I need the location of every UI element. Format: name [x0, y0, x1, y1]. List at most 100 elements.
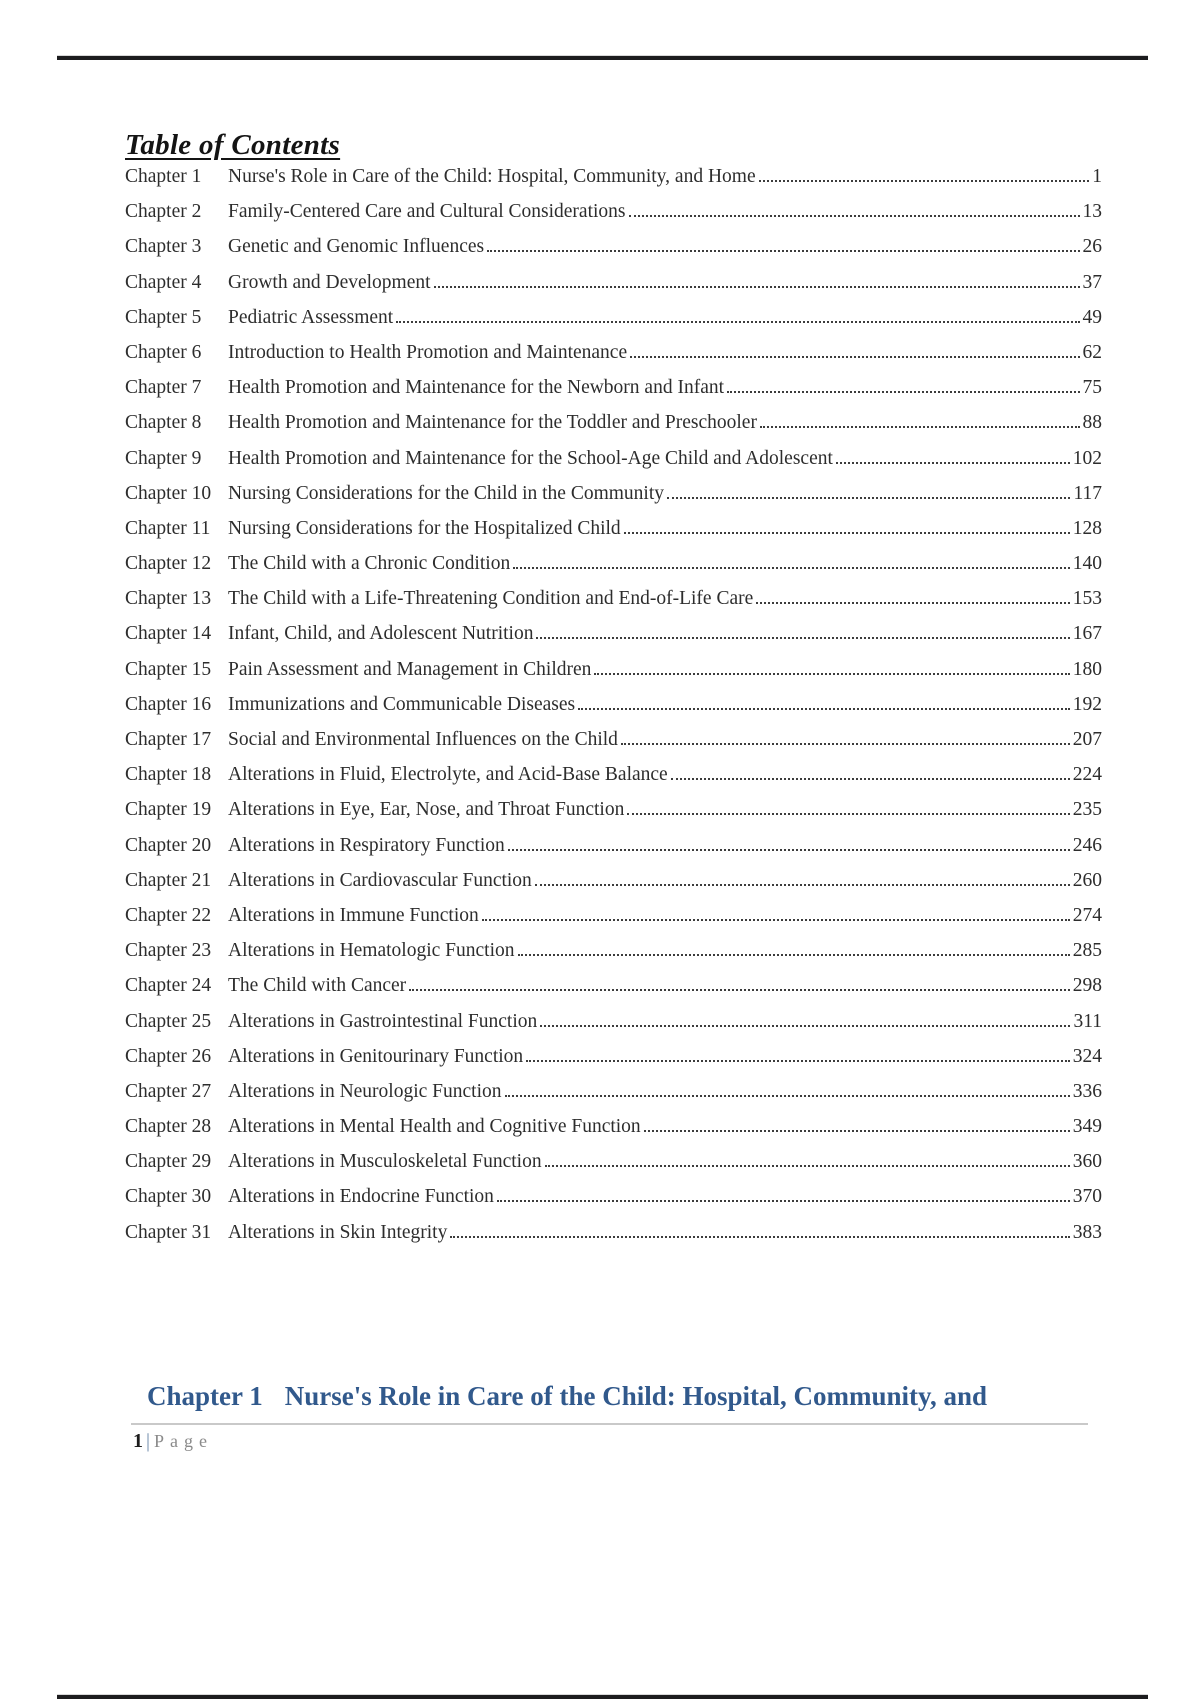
toc-chapter-title: Alterations in Neurologic Function	[228, 1080, 502, 1102]
toc-chapter-label: Chapter 1	[125, 166, 202, 187]
toc-chapter-label: Chapter 13	[125, 588, 212, 610]
toc-page-number: 37	[1082, 271, 1103, 293]
toc-page-number: 192	[1072, 693, 1102, 715]
toc-chapter-title: Alterations in Mental Health and Cogniti…	[228, 1116, 641, 1138]
toc-chapter-label: Chapter 14	[125, 623, 212, 645]
toc-chapter-label: Chapter 4	[125, 271, 202, 293]
toc-entry: Chapter 13 The Child with a Life-Threaten…	[125, 588, 1102, 623]
toc-entry: Chapter 6 Introduction to Health Promotio…	[125, 342, 1102, 377]
toc-chapter-label: Chapter 5	[125, 306, 202, 328]
bottom-border-rule	[57, 1695, 1148, 1699]
toc-chapter-label: Chapter 3	[125, 236, 202, 258]
toc-dot-leader	[578, 707, 1070, 710]
toc-chapter-title: Pediatric Assessment	[228, 306, 394, 328]
toc-chapter-title: Infant, Child, and Adolescent Nutrition	[228, 623, 534, 645]
toc-entry: Chapter 18 Alterations in Fluid, Electrol…	[125, 764, 1102, 799]
toc-heading: Table of Contents	[125, 129, 341, 161]
toc-page-number: 324	[1072, 1045, 1102, 1067]
toc-chapter-title: Alterations in Fluid, Electrolyte, and A…	[228, 764, 668, 786]
toc-chapter-label: Chapter 21	[125, 869, 212, 891]
toc-entry: Chapter 12 The Child with a Chronic Condi…	[125, 553, 1102, 588]
toc-page-number: 13	[1082, 201, 1103, 223]
toc-entry: Chapter 1 Nurse's Role in Care of the Chi…	[125, 166, 1102, 201]
chapter1-heading-label: Chapter 1	[147, 1381, 263, 1411]
toc-dot-leader	[630, 355, 1080, 358]
toc-chapter-title: Alterations in Genitourinary Function	[228, 1045, 524, 1067]
toc-chapter-title: Alterations in Eye, Ear, Nose, and Throa…	[228, 799, 625, 821]
toc-page-number: 26	[1082, 236, 1103, 258]
toc-chapter-title: Alterations in Gastrointestinal Function	[228, 1010, 538, 1032]
toc-dot-leader	[727, 391, 1080, 394]
toc-entry: Chapter 3 Genetic and Genomic Influences 2…	[125, 236, 1102, 271]
toc-dot-leader	[628, 215, 1080, 218]
toc-entry: Chapter 22 Alterations in Immune Function…	[125, 905, 1102, 940]
toc-entry: Chapter 21 Alterations in Cardiovascular …	[125, 870, 1102, 905]
toc-entry: Chapter 10 Nursing Considerations for the…	[125, 483, 1102, 518]
toc-entry: Chapter 4 Growth and Development 37	[125, 272, 1102, 307]
toc-page-number: 311	[1073, 1010, 1102, 1032]
toc-page-number: 88	[1082, 412, 1103, 434]
toc-page-number: 285	[1072, 940, 1102, 962]
toc-entry: Chapter 9 Health Promotion and Maintenanc…	[125, 448, 1102, 483]
toc-dot-leader	[835, 461, 1070, 464]
toc-chapter-title: Social and Environmental Influences on t…	[228, 729, 618, 750]
toc-dot-leader	[643, 1130, 1070, 1133]
toc-dot-leader	[756, 602, 1070, 605]
toc-page-number: 1	[1092, 166, 1102, 187]
toc-entry: Chapter 2 Family-Centered Care and Cultur…	[125, 201, 1102, 236]
top-border-rule	[57, 56, 1148, 60]
toc-entry: Chapter 31 Alterations in Skin Integrity 3…	[125, 1222, 1102, 1257]
toc-dot-leader	[758, 180, 1090, 182]
toc-page-number: 260	[1072, 869, 1102, 891]
chapter1-heading: Chapter 1 Nurse's Role in Care of the Chi…	[147, 1380, 1127, 1413]
toc-page-number: 75	[1082, 377, 1103, 399]
toc-entry: Chapter 30 Alterations in Endocrine Funct…	[125, 1186, 1102, 1221]
footer-divider-rule	[131, 1423, 1088, 1425]
toc-page-number: 117	[1073, 482, 1102, 504]
chapter1-heading-title: Nurse's Role in Care of the Child: Hospi…	[284, 1381, 988, 1411]
toc-dot-leader	[513, 567, 1070, 570]
footer-page-number: 1	[133, 1430, 143, 1452]
toc-chapter-title: Immunizations and Communicable Diseases	[228, 693, 576, 715]
toc-chapter-title: The Child with a Chronic Condition	[228, 553, 511, 575]
toc-page-number: 370	[1072, 1186, 1102, 1208]
toc-entry: Chapter 26 Alterations in Genitourinary F…	[125, 1046, 1102, 1081]
toc-list: Chapter 1 Nurse's Role in Care of the Chi…	[125, 166, 1102, 1257]
toc-chapter-label: Chapter 7	[125, 377, 202, 399]
toc-chapter-label: Chapter 17	[125, 729, 212, 750]
toc-dot-leader	[627, 813, 1070, 816]
toc-chapter-title: Growth and Development	[228, 271, 431, 293]
toc-chapter-title: Alterations in Musculoskeletal Function	[228, 1151, 542, 1173]
toc-page-number: 246	[1072, 834, 1102, 856]
toc-dot-leader	[540, 1024, 1071, 1027]
toc-dot-leader	[534, 883, 1070, 886]
toc-chapter-title: Health Promotion and Maintenance for the…	[228, 412, 757, 434]
toc-chapter-label: Chapter 18	[125, 764, 212, 786]
toc-chapter-label: Chapter 19	[125, 799, 212, 821]
toc-chapter-title: Alterations in Hematologic Function	[228, 940, 515, 962]
toc-page-number: 224	[1072, 764, 1102, 786]
toc-chapter-label: Chapter 23	[125, 940, 212, 962]
toc-entry: Chapter 25 Alterations in Gastrointestina…	[125, 1011, 1102, 1046]
toc-chapter-label: Chapter 20	[125, 834, 212, 856]
toc-chapter-label: Chapter 8	[125, 412, 202, 434]
toc-chapter-title: Alterations in Immune Function	[228, 904, 479, 926]
toc-chapter-label: Chapter 30	[125, 1186, 212, 1208]
toc-entry: Chapter 17 Social and Environmental Influ…	[125, 729, 1102, 764]
page-footer: 1 | Page	[133, 1428, 213, 1454]
toc-chapter-label: Chapter 24	[125, 975, 212, 997]
toc-chapter-label: Chapter 6	[125, 341, 202, 363]
toc-chapter-title: Pain Assessment and Management in Childr…	[228, 658, 592, 680]
toc-chapter-title: Genetic and Genomic Influences	[228, 236, 485, 258]
toc-chapter-title: The Child with Cancer	[228, 975, 407, 997]
toc-chapter-label: Chapter 26	[125, 1045, 212, 1067]
footer-separator: |	[146, 1430, 151, 1452]
toc-page-number: 336	[1072, 1080, 1102, 1102]
toc-chapter-label: Chapter 10	[125, 482, 212, 504]
toc-dot-leader	[620, 743, 1070, 745]
toc-dot-leader	[481, 918, 1070, 921]
toc-entry: Chapter 16 Immunizations and Communicable…	[125, 694, 1102, 729]
toc-entry: Chapter 24 The Child with Cancer 298	[125, 975, 1102, 1010]
toc-page-number: 128	[1072, 517, 1102, 539]
toc-chapter-label: Chapter 27	[125, 1080, 212, 1102]
